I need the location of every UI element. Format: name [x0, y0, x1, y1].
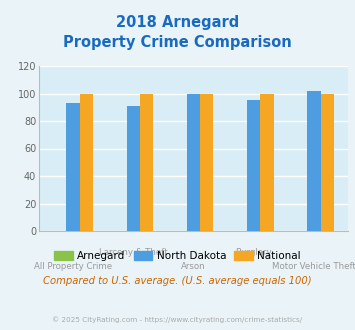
Text: © 2025 CityRating.com - https://www.cityrating.com/crime-statistics/: © 2025 CityRating.com - https://www.city… [53, 317, 302, 323]
Text: Compared to U.S. average. (U.S. average equals 100): Compared to U.S. average. (U.S. average … [43, 276, 312, 285]
Bar [187, 93, 200, 231]
Legend: Arnegard, North Dakota, National: Arnegard, North Dakota, National [54, 251, 301, 261]
Bar [307, 91, 321, 231]
Bar [247, 100, 260, 231]
Bar [200, 93, 213, 231]
Text: All Property Crime: All Property Crime [34, 262, 112, 271]
Text: Motor Vehicle Theft: Motor Vehicle Theft [272, 262, 355, 271]
Text: Larceny & Theft: Larceny & Theft [99, 248, 168, 257]
Bar [80, 93, 93, 231]
Text: Property Crime Comparison: Property Crime Comparison [63, 35, 292, 50]
Bar [127, 106, 140, 231]
Bar [321, 93, 334, 231]
Text: Burglary: Burglary [235, 248, 272, 257]
Bar [260, 93, 274, 231]
Bar [140, 93, 153, 231]
Bar [66, 103, 80, 231]
Text: 2018 Arnegard: 2018 Arnegard [116, 15, 239, 30]
Text: Arson: Arson [181, 262, 206, 271]
